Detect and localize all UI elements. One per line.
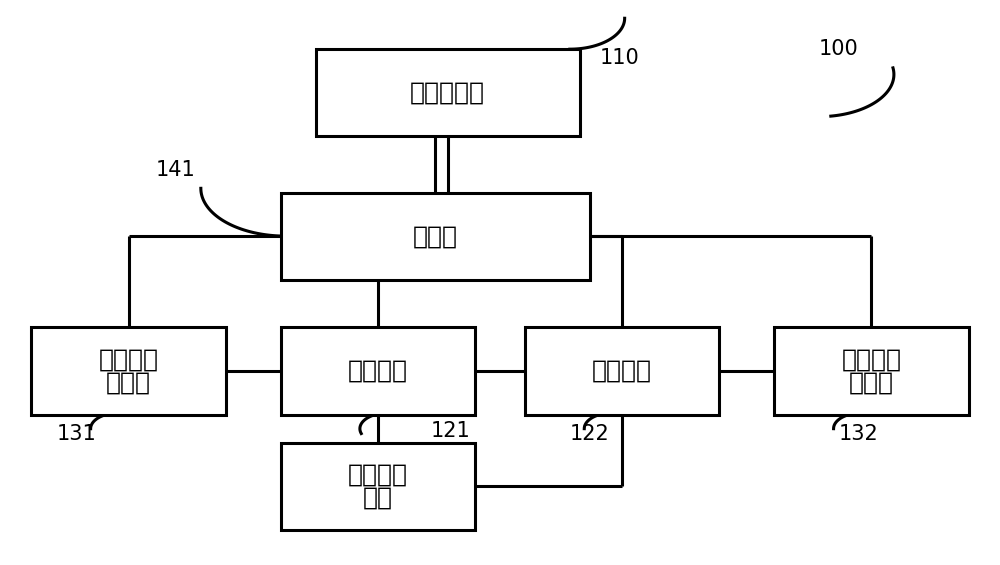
Text: 121: 121	[430, 421, 470, 441]
Text: 马达: 马达	[363, 486, 393, 510]
Text: 100: 100	[819, 39, 859, 59]
Bar	[774, 328, 969, 415]
Bar	[281, 193, 590, 280]
Text: 第二主泵: 第二主泵	[592, 359, 652, 383]
Bar	[281, 328, 475, 415]
Text: 第二压力: 第二压力	[841, 347, 901, 372]
Text: 控制器: 控制器	[413, 224, 458, 248]
Text: 第一压力: 第一压力	[99, 347, 159, 372]
Bar	[525, 328, 719, 415]
Text: 第一主泵: 第一主泵	[348, 359, 408, 383]
Bar	[31, 328, 226, 415]
Bar	[316, 49, 580, 136]
Text: 传感器: 传感器	[849, 371, 894, 394]
Bar	[281, 443, 475, 530]
Text: 液压振动: 液压振动	[348, 463, 408, 487]
Text: 141: 141	[156, 160, 196, 180]
Text: 模式选择器: 模式选择器	[410, 81, 485, 105]
Text: 110: 110	[600, 47, 639, 68]
Text: 传感器: 传感器	[106, 371, 151, 394]
Text: 122: 122	[570, 424, 610, 444]
Text: 131: 131	[56, 424, 96, 444]
Text: 132: 132	[839, 424, 879, 444]
